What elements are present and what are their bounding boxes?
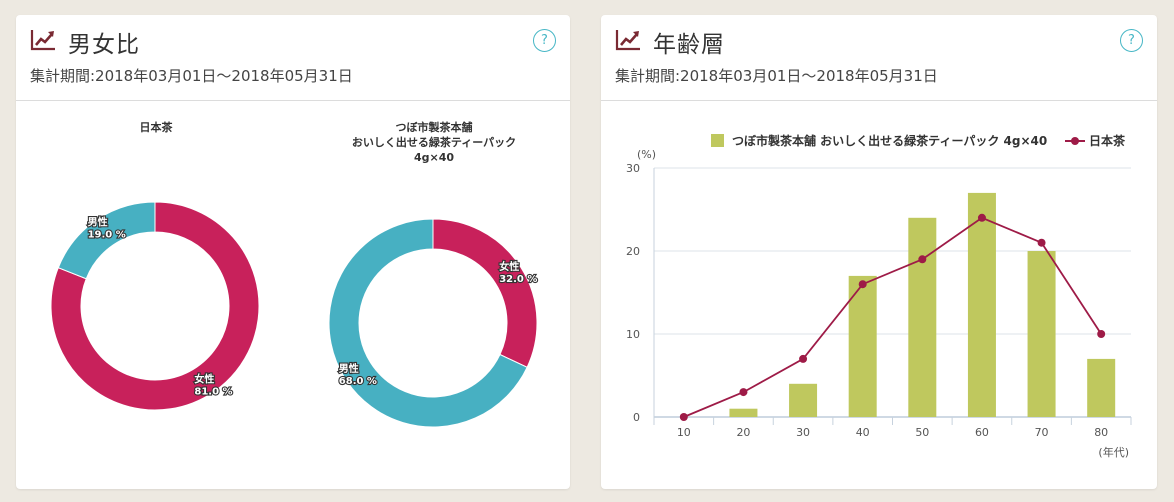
gender-card-header: 男女比 集計期間:2018年03月01日〜2018年05月31日 ? xyxy=(16,15,570,101)
pie-label-value: 32.0 % xyxy=(499,274,537,285)
gender-ratio-card: 男女比 集計期間:2018年03月01日〜2018年05月31日 ? 日本茶 つ… xyxy=(16,15,570,489)
y-tick-label: 10 xyxy=(626,328,640,341)
chart-legend: つぼ市製茶本舗 おいしく出せる緑茶ティーパック 4g×40 日本茶 xyxy=(711,133,1126,148)
pie-title-line-3: 4g×40 xyxy=(414,151,454,164)
trend-chart-icon xyxy=(30,30,55,51)
age-card-title: 年齢層 xyxy=(653,32,725,58)
bar-30 xyxy=(789,383,818,417)
pie-label-value: 68.0 % xyxy=(339,376,377,387)
pie-label-name: 男性 xyxy=(88,215,108,228)
legend-line-label: 日本茶 xyxy=(1089,133,1126,148)
x-tick-label: 60 xyxy=(975,426,989,439)
pie-title-line-1: つぼ市製茶本舗 xyxy=(396,120,473,134)
line-point-70 xyxy=(1037,238,1046,247)
bar-70 xyxy=(1027,251,1056,417)
gender-card-title: 男女比 xyxy=(68,32,140,58)
y-axis-ticks: 0 10 20 30 xyxy=(626,162,640,424)
age-help-icon[interactable]: ? xyxy=(1120,29,1143,52)
pie-title-line-2: おいしく出せる緑茶ティーパック xyxy=(352,135,516,149)
gender-help-icon[interactable]: ? xyxy=(533,29,556,52)
x-tick-label: 30 xyxy=(796,426,810,439)
y-tick-label: 20 xyxy=(626,245,640,258)
pie-slice-female xyxy=(432,218,538,368)
pie-label-name: 男性 xyxy=(339,362,359,375)
pie-slice-male xyxy=(328,218,528,428)
pie-label-name: 女性 xyxy=(194,373,214,386)
bar-60 xyxy=(967,192,996,417)
x-tick-label: 20 xyxy=(736,426,750,439)
line-point-10 xyxy=(679,413,688,421)
line-path xyxy=(683,216,1102,418)
pie-label-name: 女性 xyxy=(499,260,519,273)
legend-line-marker xyxy=(1071,137,1079,145)
x-tick-label: 50 xyxy=(915,426,929,439)
chart-gridlines xyxy=(653,167,1131,418)
line-point-60 xyxy=(977,213,986,222)
pie-title-nihoncha: 日本茶 xyxy=(140,120,174,134)
trend-chart-icon xyxy=(615,30,640,51)
x-tick-label: 10 xyxy=(677,426,691,439)
pie-label-value: 19.0 % xyxy=(88,229,126,240)
pie-label-value: 81.0 % xyxy=(194,387,232,398)
pie-slice-female xyxy=(50,201,260,411)
bar-series xyxy=(729,192,1116,417)
x-tick-label: 70 xyxy=(1035,426,1049,439)
line-series xyxy=(679,213,1106,421)
bar-20 xyxy=(729,408,758,417)
y-axis-unit: (%) xyxy=(637,148,656,161)
bar-50 xyxy=(908,217,937,417)
bar-40 xyxy=(848,275,877,417)
age-group-chart: つぼ市製茶本舗 おいしく出せる緑茶ティーパック 4g×40 日本茶 (%) (年… xyxy=(626,133,1132,459)
line-point-30 xyxy=(799,354,808,363)
x-tick-label: 40 xyxy=(856,426,870,439)
legend-bar-label: つぼ市製茶本舗 おいしく出せる緑茶ティーパック 4g×40 xyxy=(732,133,1047,148)
pie-slice-male xyxy=(57,201,156,280)
gender-donut-charts: 日本茶 つぼ市製茶本舗 おいしく出せる緑茶ティーパック 4g×40 女性81.0… xyxy=(50,120,538,428)
age-card-header: 年齢層 集計期間:2018年03月01日〜2018年05月31日 ? xyxy=(601,15,1157,101)
x-tick-label: 80 xyxy=(1094,426,1108,439)
gender-card-period: 集計期間:2018年03月01日〜2018年05月31日 xyxy=(30,67,353,85)
x-axis-unit: (年代) xyxy=(1098,445,1129,459)
x-axis-ticks: 10 20 30 40 50 60 70 80 xyxy=(653,417,1132,439)
line-point-80 xyxy=(1097,330,1106,338)
line-point-40 xyxy=(858,280,867,289)
line-point-20 xyxy=(739,388,748,397)
bar-80 xyxy=(1087,358,1116,417)
y-tick-label: 0 xyxy=(633,411,640,424)
line-point-50 xyxy=(918,255,927,264)
age-card-period: 集計期間:2018年03月01日〜2018年05月31日 xyxy=(615,67,938,85)
age-group-card: 年齢層 集計期間:2018年03月01日〜2018年05月31日 ? つぼ市製茶… xyxy=(601,15,1157,489)
legend-bar-swatch xyxy=(711,134,724,147)
y-tick-label: 30 xyxy=(626,162,640,175)
